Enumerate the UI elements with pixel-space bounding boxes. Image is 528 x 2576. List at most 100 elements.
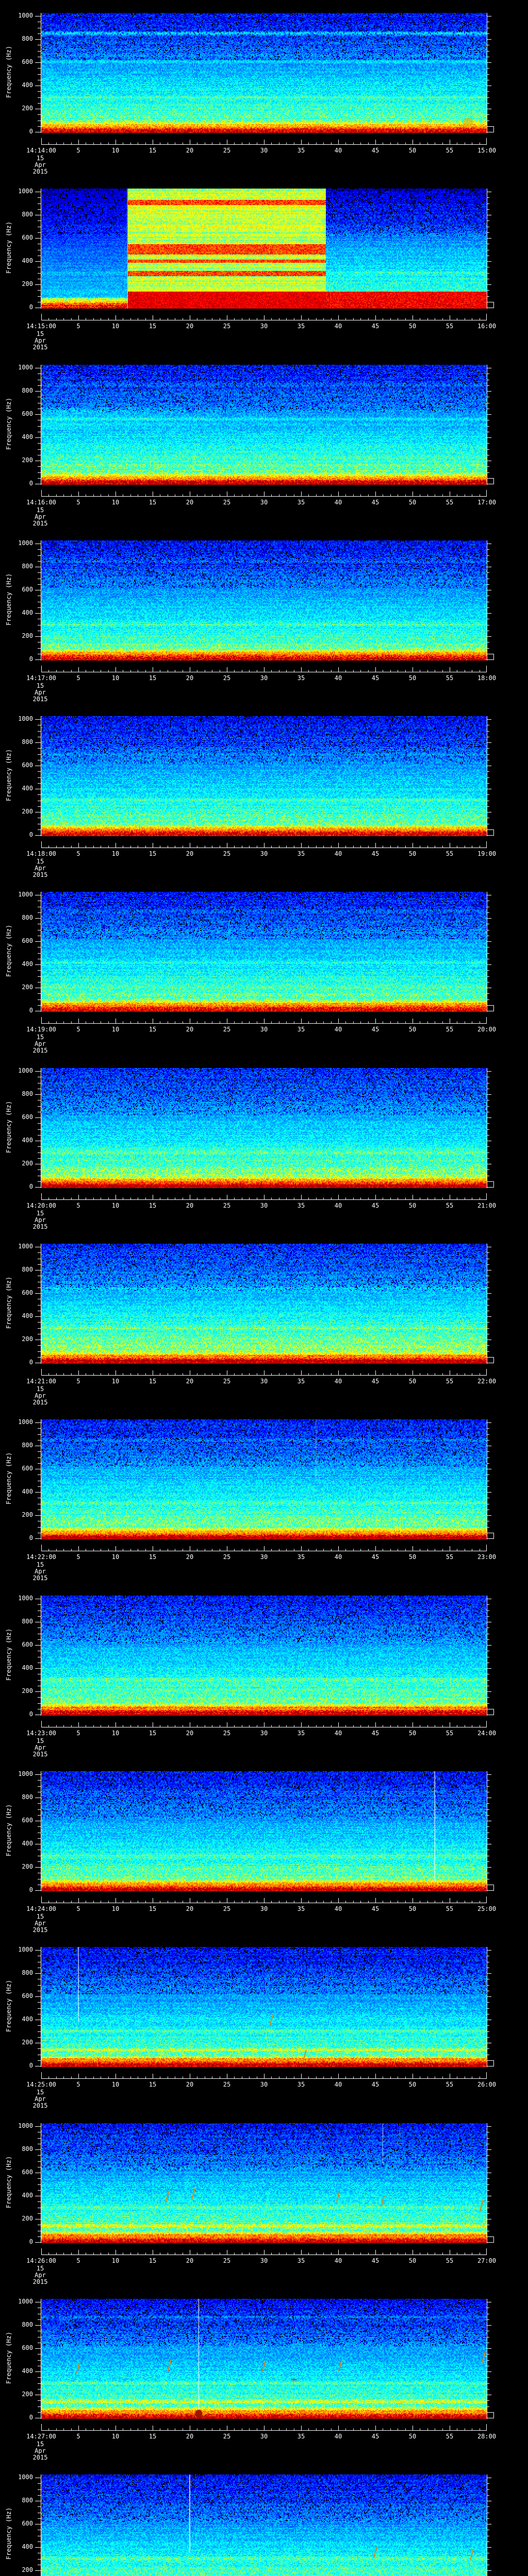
spectrogram-panel: Frequency (Hz) 0 200 400 600 800 1000 14:17:00 1…: [0, 528, 528, 704]
x-tick-label: 10: [111, 2433, 120, 2440]
y-tick-label: 400: [22, 81, 33, 89]
x-tick-label: 50: [408, 1378, 417, 1385]
y-axis-title: Frequency (Hz): [5, 1804, 12, 1857]
y-tick-label: 0: [29, 831, 33, 838]
x-tick-label: 55: [446, 2257, 454, 2264]
x-tick-label: 10: [111, 850, 120, 857]
y-tick-label: 600: [22, 1289, 33, 1296]
x-tick-label: 10: [111, 323, 120, 330]
axes-frame: [35, 365, 494, 497]
axes-frame: [35, 1771, 494, 1903]
x-tick-label: 55: [446, 1378, 454, 1385]
axes-frame: [35, 1068, 494, 1200]
x-tick-label: 15: [148, 2081, 157, 2088]
x-tick-label: 15: [148, 850, 157, 857]
y-tick-label: 0: [29, 1183, 33, 1190]
y-axis-title: Frequency (Hz): [5, 1276, 12, 1329]
y-tick-label: 400: [22, 2192, 33, 2199]
y-tick-label: 400: [22, 257, 33, 264]
spectrogram-image: [41, 892, 487, 1012]
x-tick-label: 40: [334, 323, 342, 330]
x-axis-date-line: Apr: [35, 161, 46, 168]
x-tick-label: 10: [111, 147, 120, 154]
x-tick-label: 10: [111, 674, 120, 682]
x-axis-end-time: 16:00: [477, 323, 497, 330]
x-tick-label: 5: [76, 499, 80, 506]
x-tick-label: 30: [260, 674, 268, 682]
x-tick-label: 50: [408, 323, 417, 330]
tick-marks: [35, 2123, 494, 2255]
x-tick-label: 20: [186, 1905, 194, 1912]
y-tick-label: 1000: [18, 188, 33, 195]
x-axis-start-time: 14:14:00: [26, 147, 56, 154]
axes-frame: [35, 716, 494, 848]
x-tick-label: 20: [186, 2081, 194, 2088]
x-axis-date-line: 2015: [32, 1399, 48, 1406]
y-tick-label: 1000: [18, 2473, 33, 2481]
spectrogram-image: [41, 1244, 487, 1364]
y-tick-label: 1000: [18, 1067, 33, 1074]
x-tick-label: 20: [186, 323, 194, 330]
x-axis-start-time: 14:24:00: [26, 1905, 56, 1912]
x-axis-date-line: Apr: [35, 1216, 46, 1224]
y-tick-label: 1000: [18, 539, 33, 547]
x-axis-date-line: 2015: [32, 1223, 48, 1230]
x-axis-end-time: 15:00: [477, 147, 497, 154]
x-axis-end-time: 20:00: [477, 1026, 497, 1033]
y-tick-label: 800: [22, 211, 33, 218]
x-tick-label: 30: [260, 323, 268, 330]
tick-marks: [35, 2299, 494, 2431]
y-tick-label: 200: [22, 105, 33, 112]
x-tick-label: 10: [111, 2257, 120, 2264]
x-tick-label: 55: [446, 1026, 454, 1033]
x-tick-label: 15: [148, 1730, 157, 1737]
spectrogram-image: [41, 189, 487, 309]
y-axis-title: Frequency (Hz): [5, 2331, 12, 2384]
y-tick-label: 1000: [18, 1946, 33, 1953]
x-tick-label: 45: [371, 499, 380, 506]
y-axis-title: Frequency (Hz): [5, 221, 12, 274]
x-axis-date-line: 15: [36, 1385, 44, 1393]
x-axis-date-line: 15: [36, 858, 44, 865]
tick-marks: [35, 1068, 494, 1200]
tick-marks: [35, 1244, 494, 1376]
x-tick-label: 30: [260, 1026, 268, 1033]
x-tick-label: 25: [223, 2257, 231, 2264]
y-tick-label: 400: [22, 1840, 33, 1847]
tick-marks: [35, 716, 494, 848]
spectrogram-image: [41, 1947, 487, 2067]
spectrogram-panel: Frequency (Hz) 0 200 400 600 800 1000 14:16:00 1…: [0, 352, 528, 528]
x-axis-end-time: 19:00: [477, 850, 497, 857]
x-tick-label: 35: [297, 147, 305, 154]
y-tick-label: 200: [22, 456, 33, 464]
x-axis-date-line: Apr: [35, 2095, 46, 2103]
y-tick-label: 600: [22, 1992, 33, 1999]
x-axis-start-time: 14:21:00: [26, 1378, 56, 1385]
x-axis-date-line: Apr: [35, 2447, 46, 2454]
y-tick-label: 1000: [18, 1770, 33, 1777]
spectrogram-image: [41, 365, 487, 485]
x-tick-label: 30: [260, 499, 268, 506]
x-axis-start-time: 14:18:00: [26, 850, 56, 857]
x-tick-label: 15: [148, 1378, 157, 1385]
y-tick-label: 0: [29, 303, 33, 311]
x-tick-label: 15: [148, 147, 157, 154]
x-tick-label: 20: [186, 147, 194, 154]
x-tick-label: 40: [334, 1026, 342, 1033]
x-axis-date-line: Apr: [35, 1568, 46, 1575]
x-tick-label: 25: [223, 2081, 231, 2088]
tick-marks: [35, 365, 494, 497]
x-tick-label: 50: [408, 1202, 417, 1209]
x-axis-date-line: 2015: [32, 1926, 48, 1934]
x-tick-label: 15: [148, 499, 157, 506]
x-tick-label: 35: [297, 850, 305, 857]
x-tick-label: 15: [148, 1202, 157, 1209]
x-tick-label: 15: [148, 2433, 157, 2440]
x-axis-start-time: 14:19:00: [26, 1026, 56, 1033]
x-axis-end-time: 18:00: [477, 674, 497, 682]
axes-frame: [35, 189, 494, 320]
x-tick-label: 5: [76, 147, 80, 154]
x-axis-date-line: 15: [36, 2089, 44, 2096]
x-tick-label: 50: [408, 147, 417, 154]
